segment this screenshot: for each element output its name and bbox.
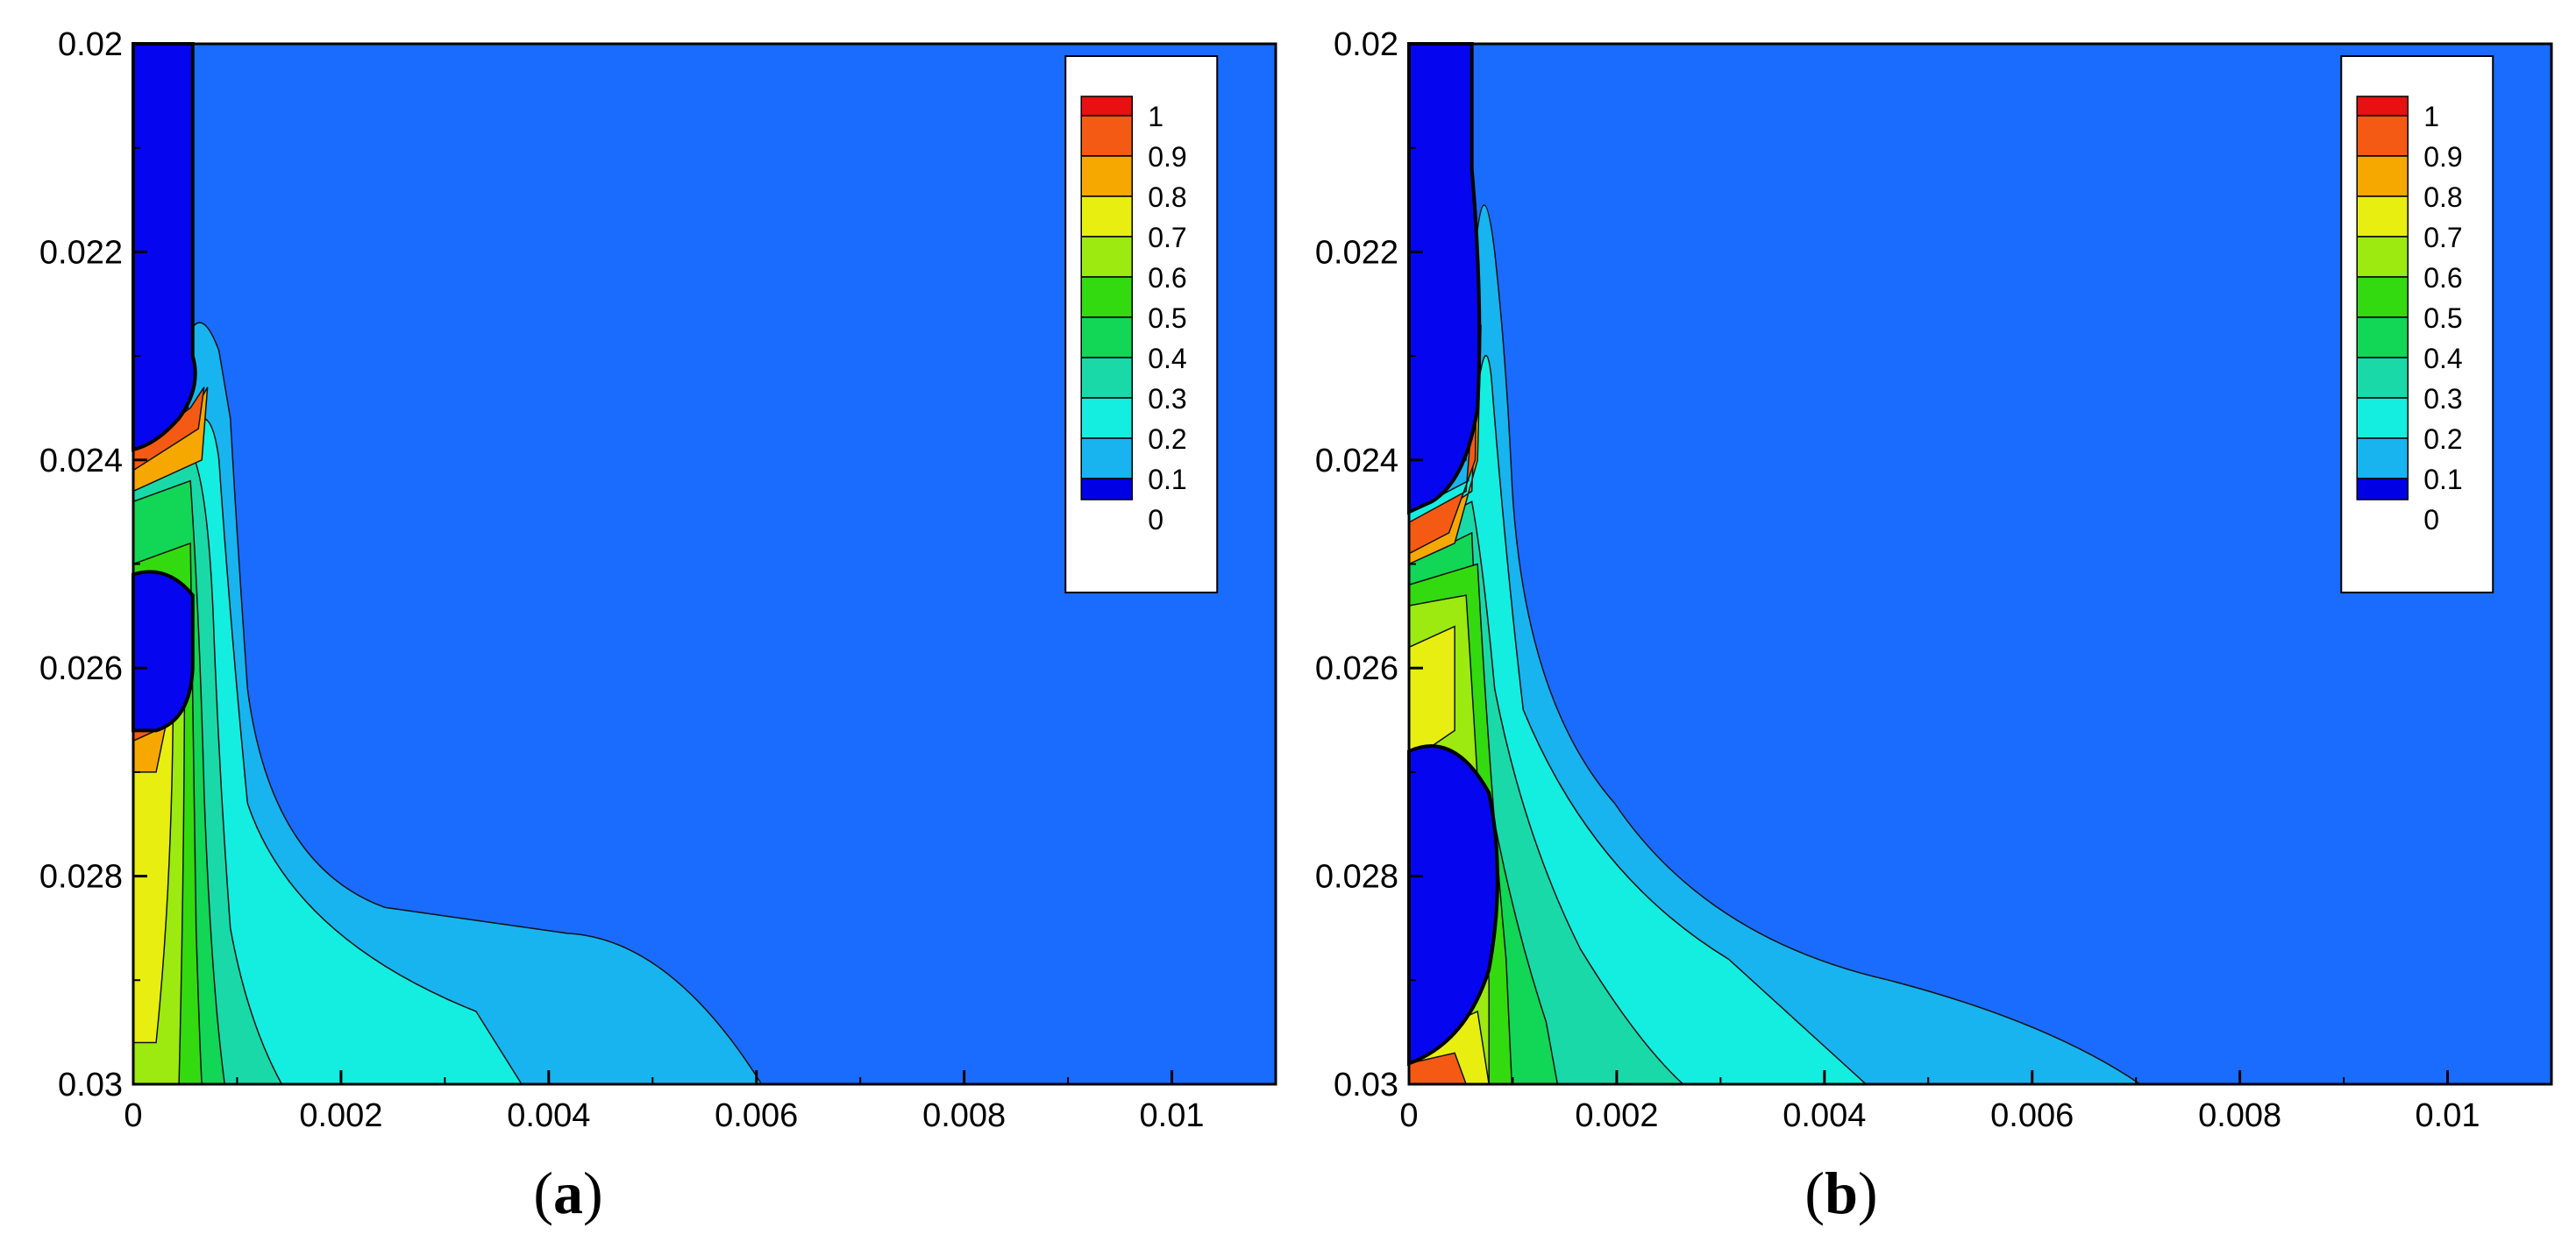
legend-label: 0.5 [2423,302,2462,334]
y-tick-label: 0.03 [58,1067,123,1103]
x-tick-label: 0.004 [507,1097,590,1134]
y-tick-label: 0.02 [1334,26,1398,63]
y-tick-label: 0.024 [39,443,123,479]
legend-swatch-0.9 [2356,115,2409,157]
legend-swatch-0.8 [2356,155,2409,197]
caption-b-open: ( [1804,1160,1825,1226]
legend-swatch-0.8 [1080,155,1133,197]
y-tick-label: 0.02 [58,26,123,63]
x-tick-label: 0.006 [1990,1097,2074,1134]
legend-swatch-0.4 [1080,316,1133,358]
legend-label: 0.7 [1148,222,1186,253]
legend-label: 0.9 [2423,141,2462,173]
legend-swatch-0.4 [2356,316,2409,358]
caption-b: (b) [1754,1159,1929,1228]
x-tick-label: 0.008 [922,1097,1006,1134]
legend-label: 0.3 [2423,383,2462,415]
x-tick-label: 0 [1399,1097,1418,1134]
caption-a-close: ) [583,1160,603,1226]
gas-bubble-2 [1409,746,1498,1063]
legend-swatch-0.1 [2356,437,2409,479]
legend-swatch-0.2 [1080,397,1133,439]
y-tick-label: 0.026 [39,650,123,687]
y-tick-label: 0.03 [1334,1067,1398,1103]
legend-label: 0.5 [1148,302,1186,334]
y-tick-label: 0.028 [39,859,123,896]
x-tick-label: 0.01 [1140,1097,1205,1134]
contour-band-0.2 [133,418,522,1084]
y-tick-label: 0.022 [1315,234,1398,271]
legend-label: 0.6 [1148,262,1186,294]
y-tick-label: 0.022 [39,234,123,271]
gas-bubble-2 [133,571,193,730]
legend-swatch-0.6 [2356,236,2409,278]
x-tick-label: 0.002 [1575,1097,1658,1134]
panel-a: 0 0.002 0.004 0.006 0.008 0.01 0.02 0.022 0.024 0… [39,26,1276,1134]
legend-label: 0.4 [2423,343,2462,374]
legend-swatch-0.3 [2356,357,2409,399]
legend-label: 0.8 [1148,181,1186,213]
legend-swatch-0.3 [1080,357,1133,399]
legend-swatch-1 [1080,96,1133,117]
legend-swatch-0.5 [2356,276,2409,318]
legend: 1 0.9 0.8 0.7 0.6 0.5 0.4 0.3 0.2 0.1 0 [1064,55,1219,593]
gas-bubble-1 [133,44,196,450]
gas-bubble-1 [1409,44,1479,512]
x-tick-label: 0.008 [2198,1097,2281,1134]
y-tick-label: 0.028 [1315,859,1398,896]
legend-label: 0 [1148,504,1163,536]
legend-swatch-0.2 [2356,397,2409,439]
x-tick-label: 0.01 [2416,1097,2480,1134]
legend-label: 1 [1148,101,1163,132]
caption-a-open: ( [533,1160,553,1226]
legend-label: 0.1 [2423,464,2462,495]
caption-b-close: ) [1857,1160,1878,1226]
legend-label: 0.3 [1148,383,1186,415]
legend-swatch-0.7 [2356,195,2409,238]
x-tick-label: 0 [124,1097,142,1134]
legend-swatch-0.9 [1080,115,1133,157]
x-tick-label: 0.002 [299,1097,382,1134]
legend-swatch-0 [1080,478,1133,500]
legend-label: 0.8 [2423,181,2462,213]
y-tick-label: 0.026 [1315,650,1398,687]
legend-label: 0.2 [1148,423,1186,455]
caption-a: (a) [480,1159,656,1228]
legend-swatch-1 [2356,96,2409,117]
x-tick-label: 0.006 [715,1097,798,1134]
legend-label: 0 [2423,504,2439,536]
y-tick-label: 0.024 [1315,443,1398,479]
legend: 1 0.9 0.8 0.7 0.6 0.5 0.4 0.3 0.2 0.1 0 [2340,55,2494,593]
legend-label: 0.9 [1148,141,1186,173]
legend-label: 1 [2423,101,2439,132]
legend-swatch-0.1 [1080,437,1133,479]
panel-b: 0 0.002 0.004 0.006 0.008 0.01 0.02 0.022 0.024 0… [1315,26,2551,1134]
legend-swatch-0.7 [1080,195,1133,238]
x-tick-label: 0.004 [1783,1097,1866,1134]
legend-label: 0.6 [2423,262,2462,294]
legend-label: 0.1 [1148,464,1186,495]
legend-swatch-0.6 [1080,236,1133,278]
legend-swatch-0.5 [1080,276,1133,318]
caption-a-letter: a [553,1160,583,1226]
legend-label: 0.7 [2423,222,2462,253]
caption-b-letter: b [1825,1160,1858,1226]
legend-label: 0.2 [2423,423,2462,455]
legend-swatch-0 [2356,478,2409,500]
legend-label: 0.4 [1148,343,1186,374]
